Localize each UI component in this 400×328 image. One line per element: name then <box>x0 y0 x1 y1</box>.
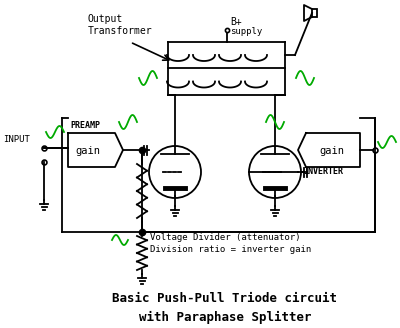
Text: B+: B+ <box>230 17 242 27</box>
Text: gain: gain <box>76 146 101 156</box>
Text: Division ratio = inverter gain: Division ratio = inverter gain <box>150 245 311 255</box>
Text: PREAMP: PREAMP <box>70 121 100 130</box>
Text: INPUT: INPUT <box>3 135 30 145</box>
Text: gain: gain <box>320 146 345 156</box>
Text: supply: supply <box>230 28 263 36</box>
Bar <box>312 9 317 17</box>
Text: Basic Push-Pull Triode circuit
with Paraphase Splitter: Basic Push-Pull Triode circuit with Para… <box>112 293 338 323</box>
Text: Voltage Divider (attenuator): Voltage Divider (attenuator) <box>150 234 300 242</box>
Text: INVERTER: INVERTER <box>303 167 343 176</box>
Text: Output
Transformer: Output Transformer <box>88 14 153 36</box>
